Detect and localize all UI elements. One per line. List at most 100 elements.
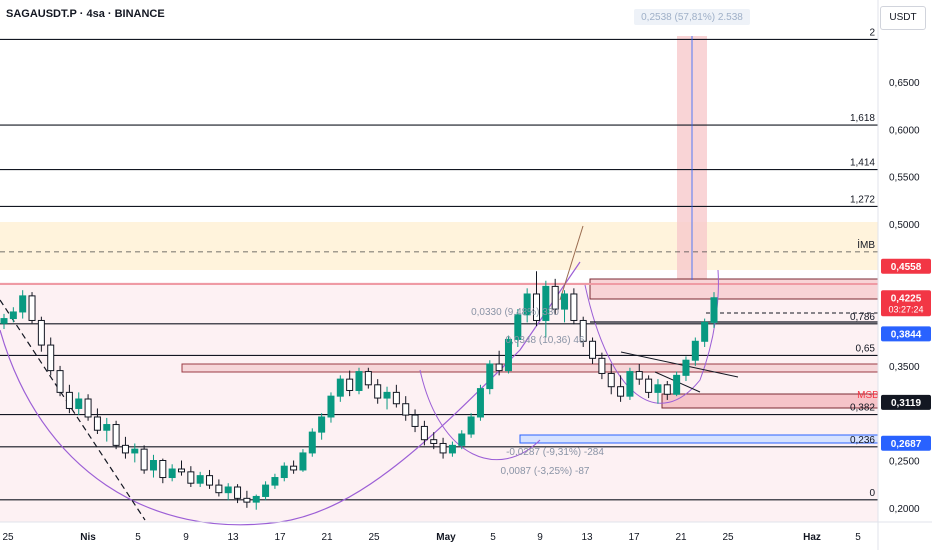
candle-body: [84, 398, 92, 418]
candle-body: [355, 371, 363, 391]
candle-body: [542, 285, 550, 321]
candle-body: [523, 293, 531, 316]
candle-body: [430, 439, 438, 444]
price-tick-label: 0,3500: [889, 362, 920, 373]
candle-body: [682, 359, 690, 376]
price-tick-label: 0,6000: [889, 125, 920, 136]
candle-body: [168, 468, 176, 479]
candle-body: [93, 416, 101, 431]
candle-body: [159, 460, 167, 479]
candle-body: [112, 424, 120, 446]
candle-body: [327, 395, 335, 418]
triangle-line-1: [620, 351, 739, 378]
candle-body: [346, 378, 354, 391]
candle-body: [495, 363, 503, 372]
candle-body: [271, 477, 279, 486]
candle-body: [206, 475, 214, 486]
candle-body: [691, 340, 699, 361]
candle-body: [28, 295, 36, 321]
candle-body: [196, 475, 204, 484]
trend-ray: [559, 225, 584, 301]
candle-body: [299, 452, 307, 471]
time-tick-label: May: [436, 532, 456, 543]
candle-body: [252, 495, 260, 503]
supply-box: [181, 363, 879, 373]
candle-body: [364, 371, 372, 386]
candle-body: [635, 371, 643, 380]
time-tick-label: 21: [675, 532, 687, 543]
price-badge: [881, 290, 931, 317]
price-tick-label: 0,2500: [889, 457, 920, 468]
candle-body: [215, 484, 223, 494]
candle-body: [65, 391, 73, 409]
measure-annotation: MSB: [857, 390, 879, 401]
price-badge: [881, 326, 931, 342]
time-tick-label: 17: [628, 532, 640, 543]
time-tick-label: 13: [581, 532, 593, 543]
time-tick-label: 21: [321, 532, 333, 543]
measure-annotation: -0,0287 (-9,31%) -284: [506, 447, 604, 458]
candle-body: [187, 471, 195, 484]
candle-body: [121, 444, 129, 454]
measure-annotation: 0,0330 (9,48%) 330: [471, 307, 559, 318]
price-badge-label: 0,4558: [891, 262, 922, 273]
currency-button[interactable]: USDT: [880, 6, 926, 30]
candle-body: [37, 319, 45, 346]
price-tick-label: 0,2000: [889, 504, 920, 515]
time-tick-label: Nis: [80, 532, 96, 543]
candle-body: [701, 321, 709, 342]
dashed-trendline: [0, 299, 146, 521]
candle-body: [411, 414, 419, 427]
time-tick-label: 9: [183, 532, 189, 543]
candle-body: [374, 384, 382, 399]
candle-body: [458, 433, 466, 446]
resistance-band: [0, 283, 878, 285]
fib-level-label: 0,382: [850, 403, 875, 414]
candle-body: [710, 297, 718, 323]
imbalance-zone: [0, 222, 878, 270]
candle-body: [514, 314, 522, 340]
price-badge-label: 0,3844: [891, 329, 922, 340]
candle-body: [75, 398, 83, 409]
fib-level-label: 1,272: [850, 194, 875, 205]
candle-body: [626, 371, 634, 397]
price-badge: [881, 394, 931, 410]
price-badge-label: 0,3119: [891, 398, 921, 409]
candle-body: [617, 386, 625, 397]
time-tick-label: 9: [537, 532, 543, 543]
fib-level-label: 0: [869, 488, 875, 499]
candle-body: [645, 378, 653, 393]
candle-body: [383, 391, 391, 399]
order-block-bottom: [661, 393, 879, 409]
time-tick-label: 17: [274, 532, 286, 543]
fib-level-label: 0,786: [850, 312, 875, 323]
measure-annotation: 0,0348 (10,36) 46: [506, 335, 585, 346]
candle-body: [476, 388, 484, 418]
fib-level-label: 1,414: [850, 158, 875, 169]
candle-body: [663, 384, 671, 395]
countdown-label: 03:27:24: [888, 304, 923, 314]
price-tick-label: 0,5000: [889, 220, 920, 231]
order-block-top: [589, 278, 879, 300]
time-tick-label: 5: [135, 532, 141, 543]
candle-body: [19, 295, 27, 313]
candle-body: [103, 424, 111, 431]
price-tick-label: 0,6500: [889, 78, 920, 89]
candle-body: [448, 444, 456, 454]
time-tick-label: 5: [855, 532, 861, 543]
candle-body: [570, 293, 578, 321]
price-badge-label: 0,4225: [891, 293, 922, 304]
candle-body: [308, 431, 316, 454]
fib-level-label: 0,65: [856, 343, 876, 354]
candle-body: [504, 338, 512, 372]
candle-body: [402, 403, 410, 416]
candle-body: [224, 486, 232, 494]
candle-body: [290, 465, 298, 471]
measure-annotation: 0,0087 (-3,25%) -87: [501, 466, 590, 477]
candle-body: [439, 442, 447, 454]
candle-body: [140, 448, 148, 471]
candle-body: [533, 293, 540, 321]
time-tick-label: 5: [490, 532, 496, 543]
candle-body: [131, 448, 139, 454]
